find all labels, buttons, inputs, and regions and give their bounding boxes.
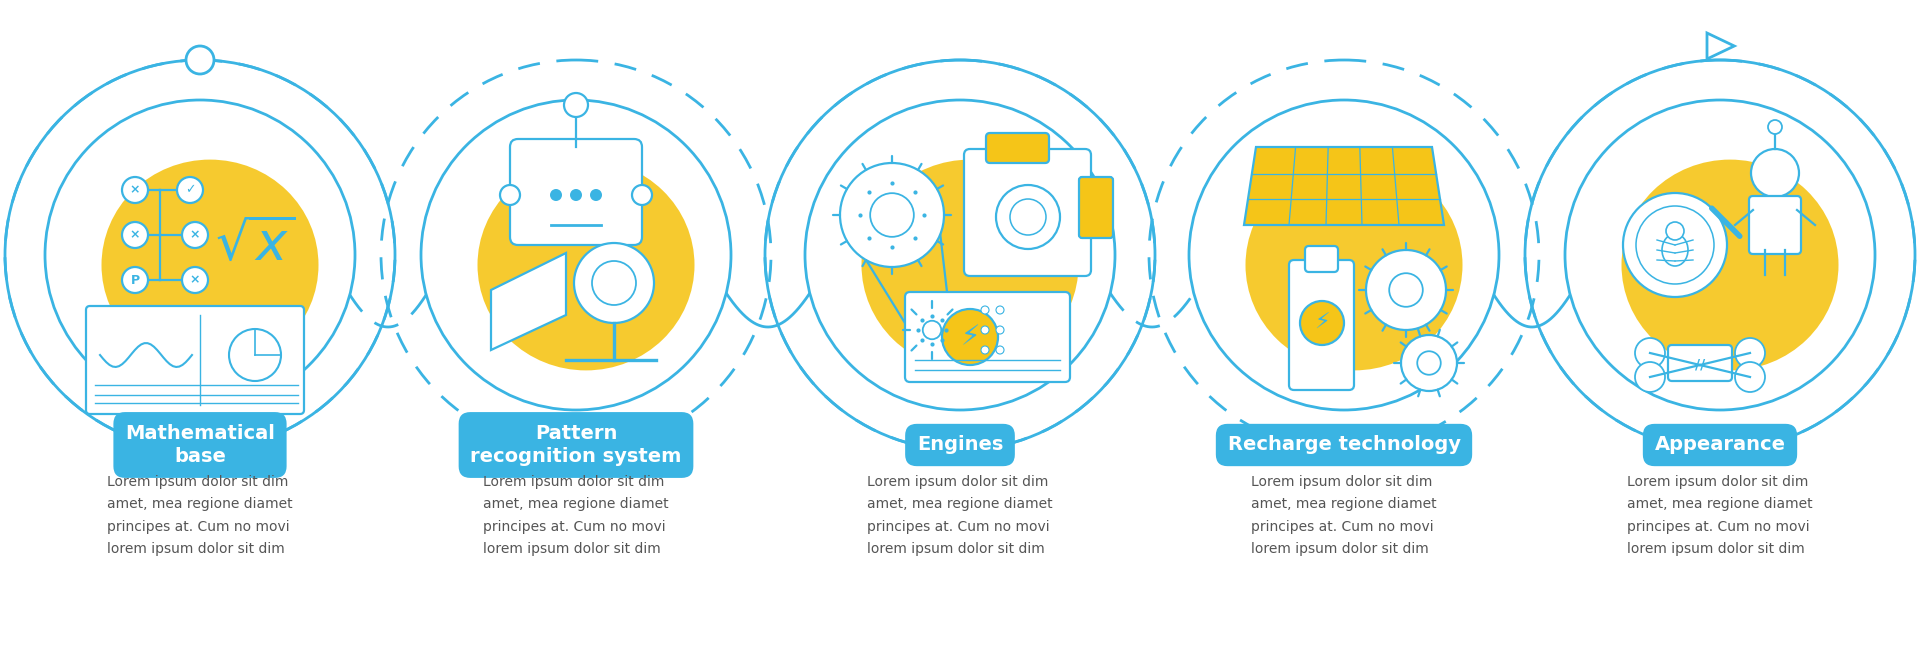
Text: P: P — [131, 274, 140, 286]
Circle shape — [632, 185, 653, 205]
FancyBboxPatch shape — [1668, 345, 1732, 381]
Text: ×: × — [190, 274, 200, 286]
Circle shape — [981, 306, 989, 314]
Circle shape — [549, 189, 563, 201]
Circle shape — [499, 185, 520, 205]
Ellipse shape — [1246, 160, 1463, 370]
Circle shape — [1636, 206, 1715, 284]
Circle shape — [591, 261, 636, 305]
Circle shape — [1751, 149, 1799, 197]
Circle shape — [186, 46, 213, 74]
Circle shape — [1188, 100, 1500, 410]
Circle shape — [1402, 335, 1457, 391]
Circle shape — [996, 326, 1004, 334]
Circle shape — [996, 185, 1060, 249]
Text: Lorem ipsum dolor sit dim
amet, mea regione diamet
principes at. Cum no movi
lor: Lorem ipsum dolor sit dim amet, mea regi… — [868, 475, 1052, 555]
Text: ×: × — [131, 228, 140, 242]
Text: Recharge technology: Recharge technology — [1227, 436, 1461, 454]
Text: Engines: Engines — [918, 436, 1002, 454]
FancyBboxPatch shape — [987, 133, 1048, 163]
Text: $\sqrt{x}$: $\sqrt{x}$ — [215, 219, 296, 271]
Text: //: // — [1695, 358, 1705, 372]
FancyBboxPatch shape — [964, 149, 1091, 276]
Circle shape — [574, 243, 655, 323]
Circle shape — [420, 100, 732, 410]
Circle shape — [177, 177, 204, 203]
Circle shape — [1365, 250, 1446, 330]
Text: ⚡: ⚡ — [1313, 313, 1331, 333]
FancyBboxPatch shape — [511, 139, 641, 245]
Text: ×: × — [190, 228, 200, 242]
Text: Lorem ipsum dolor sit dim
amet, mea regione diamet
principes at. Cum no movi
lor: Lorem ipsum dolor sit dim amet, mea regi… — [1252, 475, 1436, 555]
Circle shape — [1565, 100, 1876, 410]
Circle shape — [1736, 338, 1764, 368]
Circle shape — [182, 267, 207, 293]
Circle shape — [44, 100, 355, 410]
Text: Mathematical
base: Mathematical base — [125, 424, 275, 466]
Circle shape — [924, 321, 941, 339]
Text: ✓: ✓ — [184, 184, 196, 196]
Ellipse shape — [1663, 234, 1688, 266]
Circle shape — [910, 308, 954, 352]
Ellipse shape — [1622, 160, 1839, 370]
FancyBboxPatch shape — [1288, 260, 1354, 390]
Circle shape — [1622, 193, 1726, 297]
FancyBboxPatch shape — [1749, 196, 1801, 254]
Circle shape — [123, 267, 148, 293]
Circle shape — [570, 189, 582, 201]
Text: ⚡: ⚡ — [960, 323, 979, 351]
Circle shape — [996, 346, 1004, 354]
Circle shape — [841, 163, 945, 267]
Text: Pattern
recognition system: Pattern recognition system — [470, 424, 682, 466]
Ellipse shape — [478, 160, 695, 370]
Circle shape — [804, 100, 1116, 410]
Circle shape — [1636, 362, 1665, 392]
Circle shape — [1390, 273, 1423, 307]
Circle shape — [1636, 338, 1665, 368]
Ellipse shape — [862, 160, 1079, 370]
Circle shape — [123, 177, 148, 203]
Circle shape — [943, 309, 998, 365]
FancyBboxPatch shape — [86, 306, 303, 414]
FancyBboxPatch shape — [1306, 246, 1338, 272]
Text: Appearance: Appearance — [1655, 436, 1786, 454]
Circle shape — [1300, 301, 1344, 345]
Text: ×: × — [131, 184, 140, 196]
Circle shape — [182, 222, 207, 248]
Circle shape — [1010, 199, 1046, 235]
Circle shape — [981, 326, 989, 334]
Circle shape — [123, 222, 148, 248]
Circle shape — [1736, 362, 1764, 392]
Text: Lorem ipsum dolor sit dim
amet, mea regione diamet
principes at. Cum no movi
lor: Lorem ipsum dolor sit dim amet, mea regi… — [108, 475, 294, 555]
FancyBboxPatch shape — [904, 292, 1069, 382]
FancyBboxPatch shape — [1079, 177, 1114, 238]
Circle shape — [589, 189, 603, 201]
Circle shape — [996, 306, 1004, 314]
Circle shape — [1768, 120, 1782, 134]
Circle shape — [564, 93, 588, 117]
Circle shape — [1667, 222, 1684, 240]
Circle shape — [870, 193, 914, 237]
Ellipse shape — [102, 160, 319, 370]
Text: Lorem ipsum dolor sit dim
amet, mea regione diamet
principes at. Cum no movi
lor: Lorem ipsum dolor sit dim amet, mea regi… — [484, 475, 668, 555]
Circle shape — [981, 346, 989, 354]
Polygon shape — [492, 253, 566, 350]
Polygon shape — [1244, 147, 1444, 225]
Circle shape — [1417, 351, 1440, 375]
Text: Lorem ipsum dolor sit dim
amet, mea regione diamet
principes at. Cum no movi
lor: Lorem ipsum dolor sit dim amet, mea regi… — [1626, 475, 1812, 555]
